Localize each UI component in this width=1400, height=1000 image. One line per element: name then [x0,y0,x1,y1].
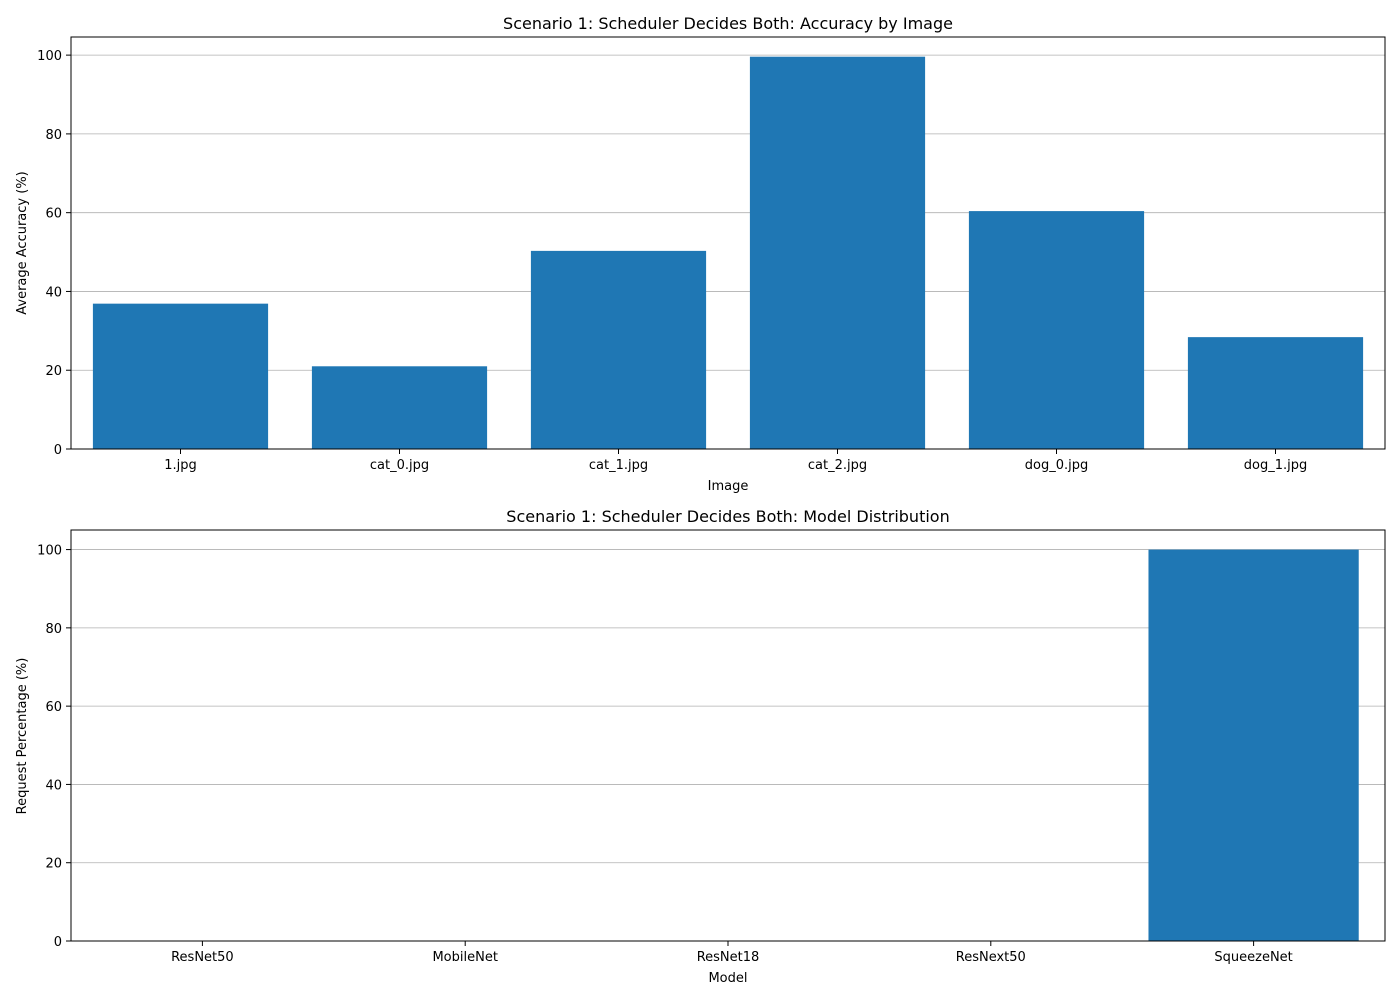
x-tick-label: dog_0.jpg [1025,458,1088,473]
bar-dog_1.jpg [1187,337,1364,449]
x-tick-label: cat_0.jpg [370,458,429,473]
y-tick-label: 60 [45,700,62,715]
y-tick-label: 80 [45,128,62,143]
x-tick-label: cat_2.jpg [808,458,867,473]
bar-cat_1.jpg [530,250,707,449]
x-tick-label: SqueezeNet [1214,950,1292,965]
bar-SqueezeNet [1148,549,1359,941]
model-distribution-chart: Scenario 1: Scheduler Decides Both: Mode… [15,507,1386,986]
x-tick-label: MobileNet [432,950,497,965]
y-tick-label: 40 [45,285,62,300]
y-axis-label: Request Percentage (%) [15,658,30,815]
x-axis-label: Model [708,971,747,986]
y-tick-label: 0 [54,935,62,950]
bar-cat_2.jpg [749,56,926,450]
plot-frame [70,36,1386,450]
bar-cat_0.jpg [311,366,488,449]
accuracy-by-image-chart: Scenario 1: Scheduler Decides Both: Accu… [15,14,1386,494]
y-tick-label: 100 [37,49,62,64]
x-tick-label: ResNet18 [697,950,760,965]
y-tick-label: 40 [45,778,62,793]
y-axis-label: Average Accuracy (%) [15,171,30,315]
x-tick-label: cat_1.jpg [589,458,648,473]
x-tick-label: ResNext50 [956,950,1026,965]
y-tick-label: 20 [45,364,62,379]
y-tick-label: 20 [45,857,62,872]
bar-1.jpg [92,303,269,449]
y-tick-label: 100 [37,544,62,559]
y-tick-label: 60 [45,207,62,222]
chart-title: Scenario 1: Scheduler Decides Both: Accu… [503,14,953,33]
x-axis-label: Image [708,479,749,494]
bar-dog_0.jpg [968,211,1145,449]
y-tick-label: 0 [54,443,62,458]
x-tick-label: ResNet50 [171,950,234,965]
x-tick-label: dog_1.jpg [1244,458,1307,473]
x-tick-label: 1.jpg [164,458,197,473]
chart-title: Scenario 1: Scheduler Decides Both: Mode… [506,507,949,526]
y-tick-label: 80 [45,622,62,637]
